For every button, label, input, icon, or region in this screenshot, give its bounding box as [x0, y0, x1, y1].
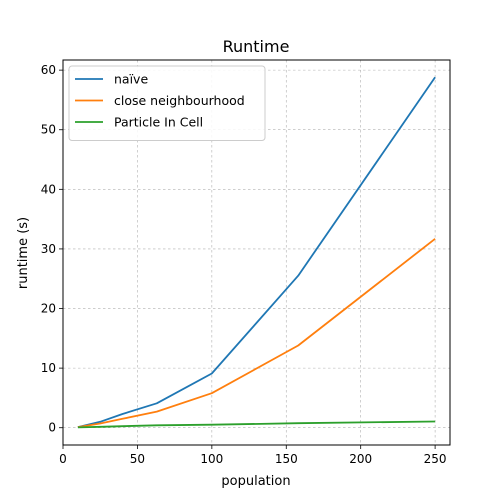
legend: naïve close neighbourhood Particle In Cell [68, 65, 266, 141]
x-tick-label: 200 [349, 452, 372, 466]
y-tick-label: 10 [41, 361, 56, 375]
x-tick-label: 100 [200, 452, 223, 466]
grid [62, 60, 450, 445]
y-tick-label: 60 [41, 63, 56, 77]
y-tick-label: 40 [41, 182, 56, 196]
series-line-0 [77, 76, 436, 428]
y-tick-label: 50 [41, 123, 56, 137]
x-tick-label: 150 [275, 452, 298, 466]
y-tick-label: 20 [41, 302, 56, 316]
y-axis: 0 10 20 30 40 50 60 [41, 63, 63, 435]
series-layer [77, 76, 436, 429]
series-line-2 [77, 420, 436, 429]
legend-label: close neighbourhood [114, 93, 245, 108]
chart-title: Runtime [223, 37, 290, 56]
y-tick-label: 0 [48, 421, 56, 435]
x-axis: 0 50 100 150 200 250 [59, 445, 447, 466]
x-tick-label: 250 [424, 452, 447, 466]
legend-box [68, 65, 266, 141]
x-tick-label: 50 [130, 452, 145, 466]
x-tick-label: 0 [59, 452, 67, 466]
plot-frame [62, 59, 451, 446]
y-tick-label: 30 [41, 242, 56, 256]
x-axis-label: population [221, 474, 290, 489]
legend-label: naïve [114, 72, 148, 87]
series-line-1 [77, 238, 436, 428]
y-axis-label: runtime (s) [16, 217, 31, 289]
legend-label: Particle In Cell [114, 115, 203, 130]
